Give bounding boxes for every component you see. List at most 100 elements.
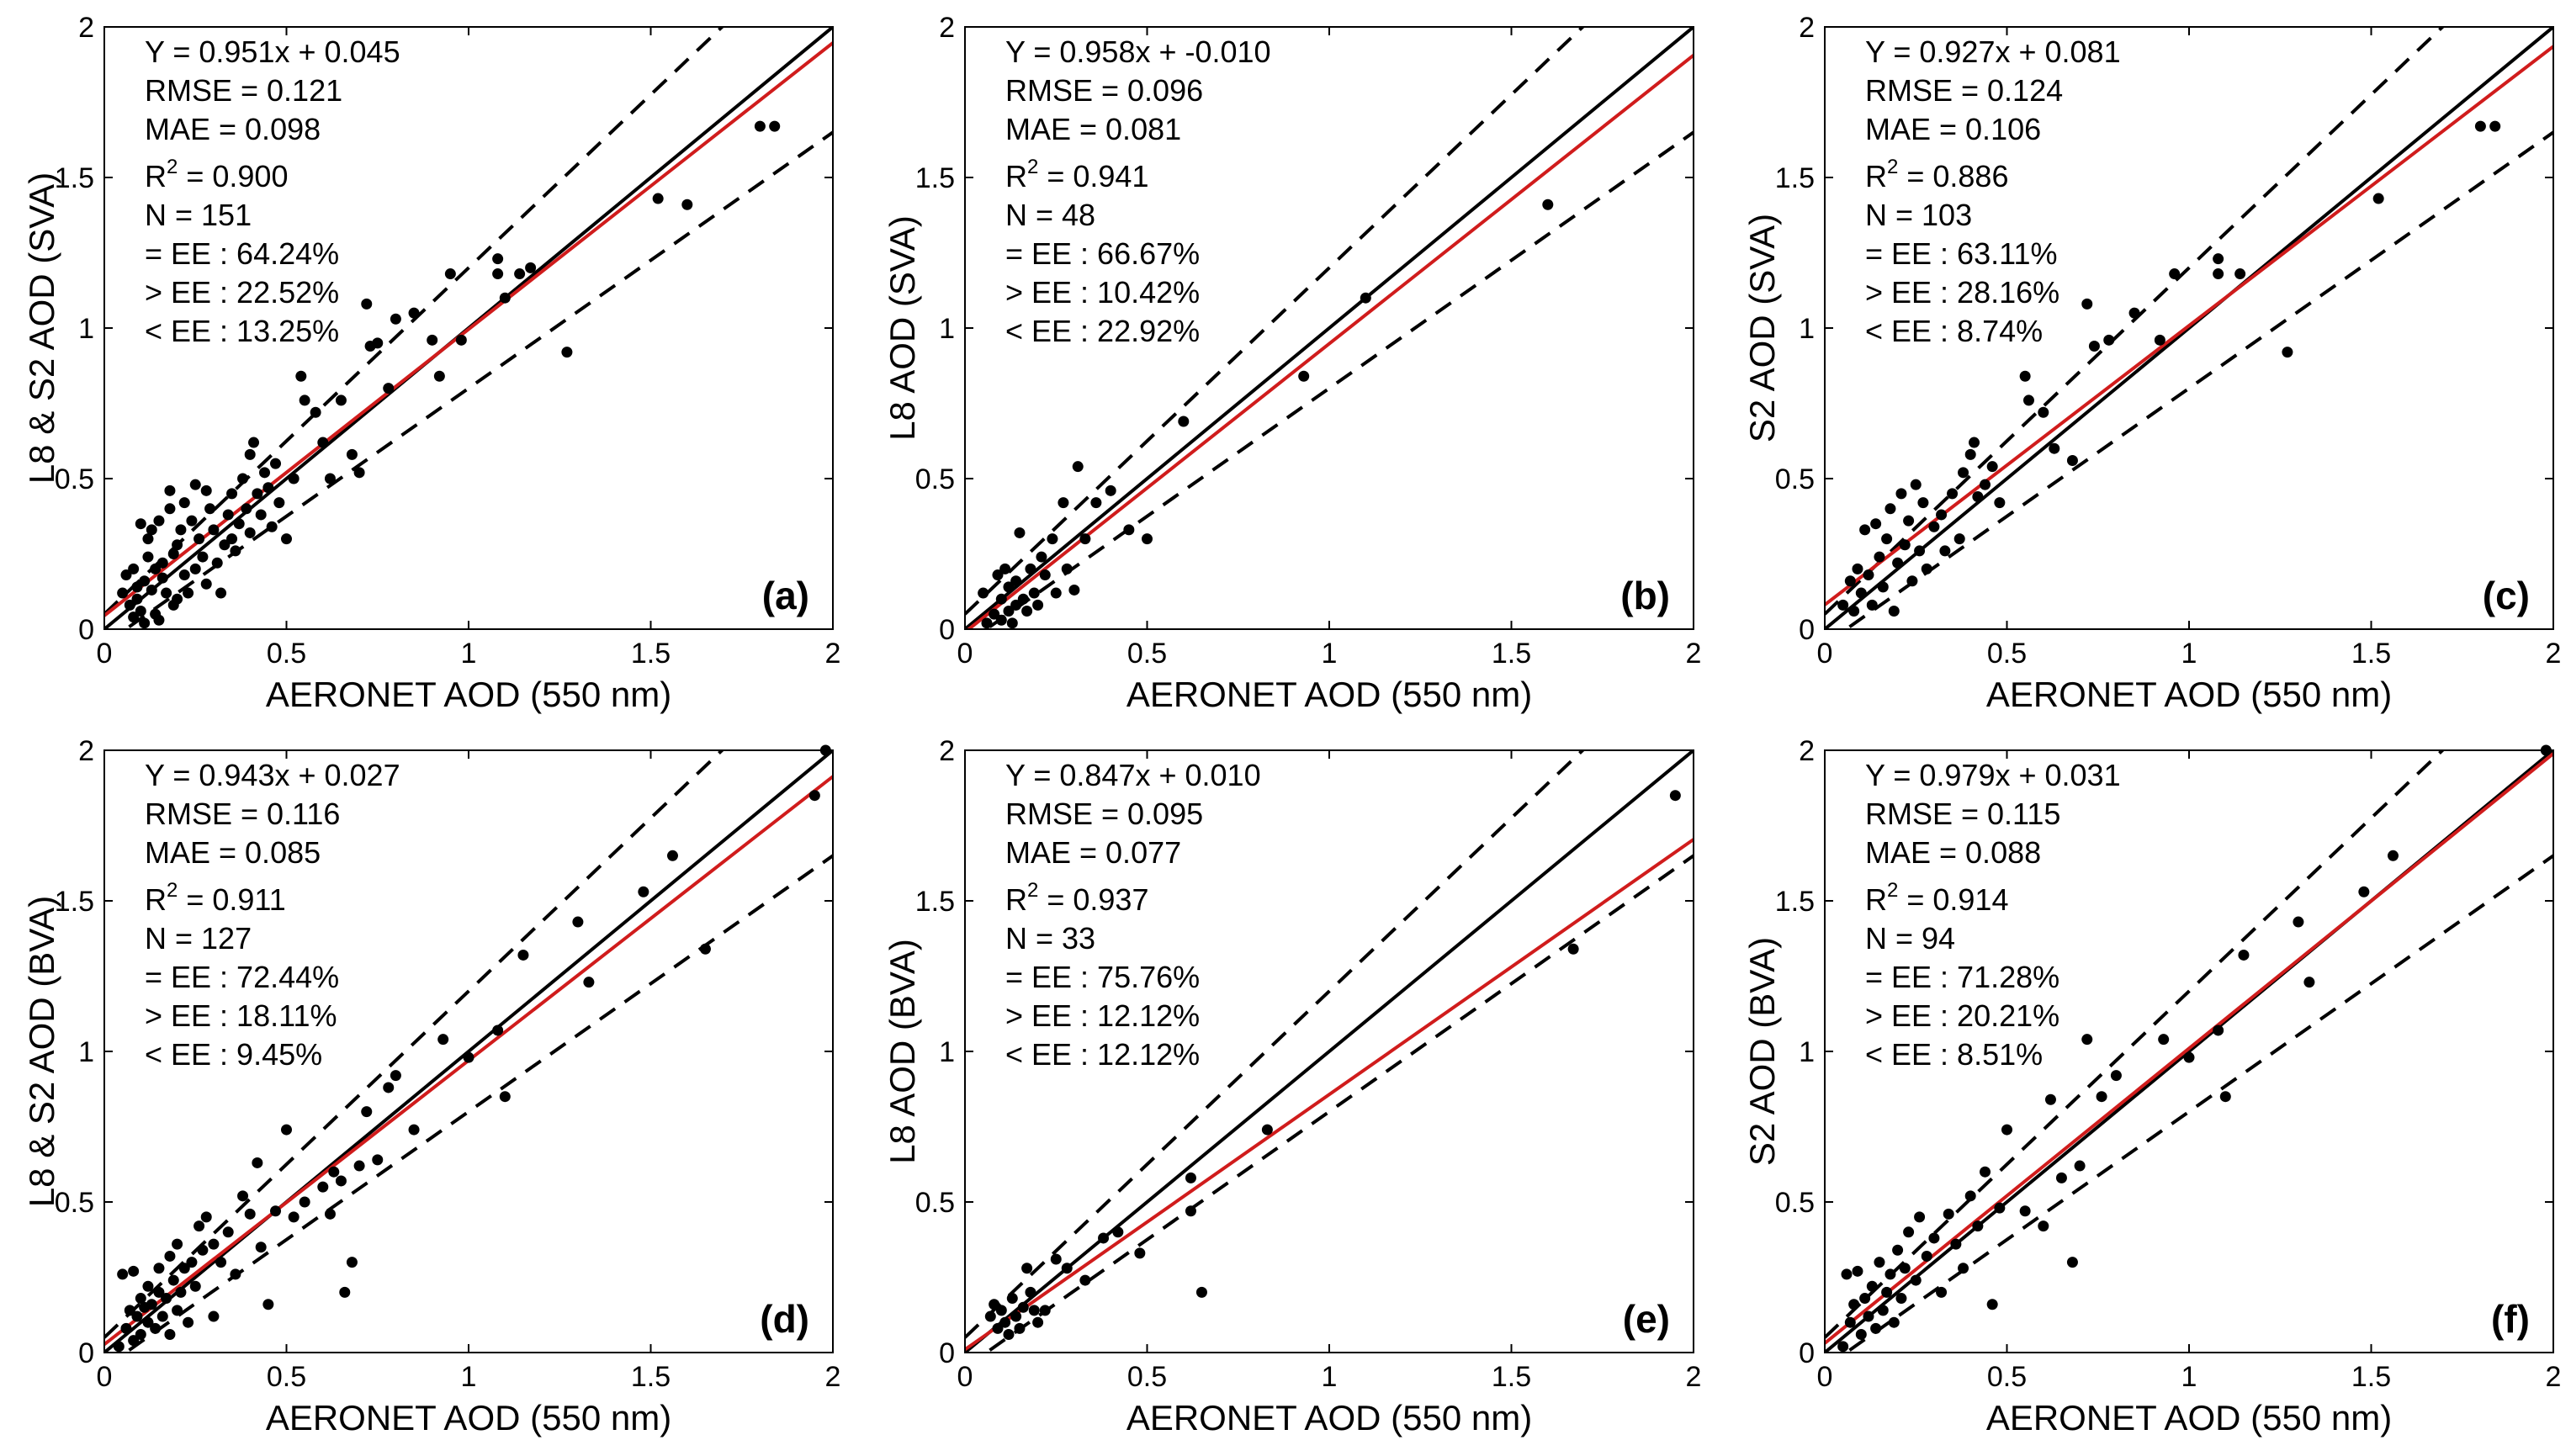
chart-d-point (288, 1211, 300, 1223)
chart-f-panel-label: (f) (2491, 1297, 2530, 1341)
chart-e-stat-mae: MAE = 0.077 (1005, 835, 1181, 870)
chart-c-point (1892, 557, 1904, 569)
chart-c-x-tick-label: 0.5 (1987, 638, 2027, 670)
chart-d-stat-equation: Y = 0.943x + 0.027 (145, 758, 400, 792)
chart-d-point (492, 1024, 504, 1036)
chart-f-ee-lower-line (1842, 854, 2553, 1353)
chart-c-point (1895, 488, 1907, 500)
chart-f-x-axis-label: AERONET AOD (550 nm) (1986, 1398, 2392, 1437)
chart-f-y-tick-label: 1 (1799, 1036, 1815, 1068)
chart-f-point (1892, 1244, 1904, 1256)
chart-d-point (164, 1329, 176, 1341)
chart-f-stat-below-ee: < EE : 8.51% (1865, 1037, 2043, 1072)
chart-a-stat-r2-symbol: R (145, 159, 167, 193)
chart-a-point (197, 551, 209, 563)
chart-a-point (244, 527, 256, 538)
chart-d-point (215, 1257, 227, 1268)
chart-e-ee-upper-line (965, 750, 1586, 1339)
chart-f-point (2110, 1070, 2122, 1082)
chart-a-point (241, 503, 252, 515)
chart-e-point (989, 1299, 1000, 1310)
chart-e-stat-r2: R2 = 0.937 (1005, 879, 1148, 917)
chart-d-point (255, 1242, 267, 1253)
chart-c-panel-label: (c) (2483, 574, 2530, 617)
chart-f-point (1972, 1220, 1984, 1232)
chart-d-y-tick-label: 2 (78, 735, 94, 767)
chart-a-point (153, 515, 165, 527)
chart-a-point (266, 521, 278, 532)
chart-c-stat-r2-symbol: R (1865, 159, 1887, 193)
chart-e-x-axis-label: AERONET AOD (550 nm) (1126, 1398, 1532, 1437)
chart-a-point (259, 467, 271, 479)
chart-d-point (222, 1226, 234, 1238)
chart-d-y-axis-label: L8 & S2 AOD (BVA) (22, 896, 61, 1207)
chart-e-y-tick-label: 1 (939, 1036, 955, 1068)
chart-d-point (128, 1335, 140, 1347)
chart-a-ee-lower-line (122, 130, 833, 629)
chart-a-point (222, 509, 234, 521)
chart-b-point (1542, 199, 1554, 210)
chart-a-point (128, 563, 140, 574)
chart-d-point (128, 1265, 140, 1277)
chart-c-point (2066, 455, 2078, 467)
chart-a-point (193, 533, 205, 545)
chart-d-ee-lower-line (122, 854, 833, 1353)
chart-a-point (372, 337, 384, 349)
chart-e-stat-below-ee: < EE : 12.12% (1005, 1037, 1200, 1072)
chart-f-point (2055, 1172, 2067, 1183)
chart-a-point (262, 482, 274, 494)
chart-a-point (164, 484, 176, 496)
chart-c-point (1914, 545, 1926, 557)
chart-a-stat-below-ee: < EE : 13.25% (145, 314, 339, 348)
chart-b-stat-within-ee: = EE : 66.67% (1005, 236, 1200, 271)
chart-f-point (1852, 1265, 1863, 1277)
chart-f-point (2019, 1205, 2031, 1217)
chart-b-y-tick-label: 2 (939, 12, 955, 44)
chart-c-point (2081, 298, 2093, 310)
chart-b-stat-r2-sup: 2 (1027, 156, 1038, 178)
chart-f-x-tick-label: 1 (2181, 1361, 2197, 1393)
chart-a-y-tick-label: 1.5 (55, 162, 94, 194)
chart-f-point (2358, 886, 2370, 897)
chart-f-y-tick-label: 0 (1799, 1337, 1815, 1369)
chart-e-stat-n: N = 33 (1005, 921, 1095, 956)
chart-f-point (1914, 1211, 1926, 1223)
chart-f-point (1888, 1316, 1900, 1328)
chart-c-point (1844, 575, 1856, 587)
chart-a-point (156, 557, 168, 569)
chart-c-point (1899, 539, 1911, 551)
chart-c-y-axis-label: S2 AOD (SVA) (1742, 214, 1782, 442)
chart-e-point (1185, 1172, 1196, 1183)
chart-d-point (135, 1293, 146, 1305)
chart-b-point (995, 593, 1007, 605)
chart-a-point (335, 394, 347, 406)
chart-b-point (1003, 581, 1015, 593)
chart-c-stat-below-ee: < EE : 8.74% (1865, 314, 2043, 348)
chart-f-point (2387, 850, 2399, 861)
chart-e-point (992, 1322, 1004, 1334)
chart-c-point (2474, 120, 2486, 132)
chart-c-point (1906, 575, 1918, 587)
chart-f-stat-mae: MAE = 0.088 (1865, 835, 2041, 870)
chart-c-stat-equation: Y = 0.927x + 0.081 (1865, 34, 2121, 69)
chart-f-point (1958, 1263, 1969, 1274)
chart-a-point (769, 120, 781, 132)
chart-a-stat-r2-sup: 2 (167, 156, 178, 178)
chart-f-point (2066, 1257, 2078, 1268)
chart-a-point (219, 539, 231, 551)
chart-e-point (1039, 1305, 1051, 1316)
chart-c-stat-within-ee: = EE : 63.11% (1865, 236, 2057, 271)
chart-d-x-tick-label: 0 (97, 1361, 113, 1393)
chart-f-stat-r2-sup: 2 (1887, 879, 1898, 902)
chart-a-point (310, 406, 321, 418)
chart-b-point (1021, 606, 1033, 617)
chart-c-stat-r2-value: = 0.886 (1898, 159, 2008, 193)
chart-a-y-tick-label: 0 (78, 614, 94, 646)
chart-e-point (1028, 1305, 1040, 1316)
chart-f-point (2081, 1034, 2093, 1046)
chart-c-x-tick-label: 1 (2181, 638, 2197, 670)
chart-b-point (1003, 606, 1015, 617)
chart-a-point (248, 437, 260, 448)
chart-e-point (1185, 1205, 1196, 1217)
chart-d-point (281, 1124, 292, 1136)
